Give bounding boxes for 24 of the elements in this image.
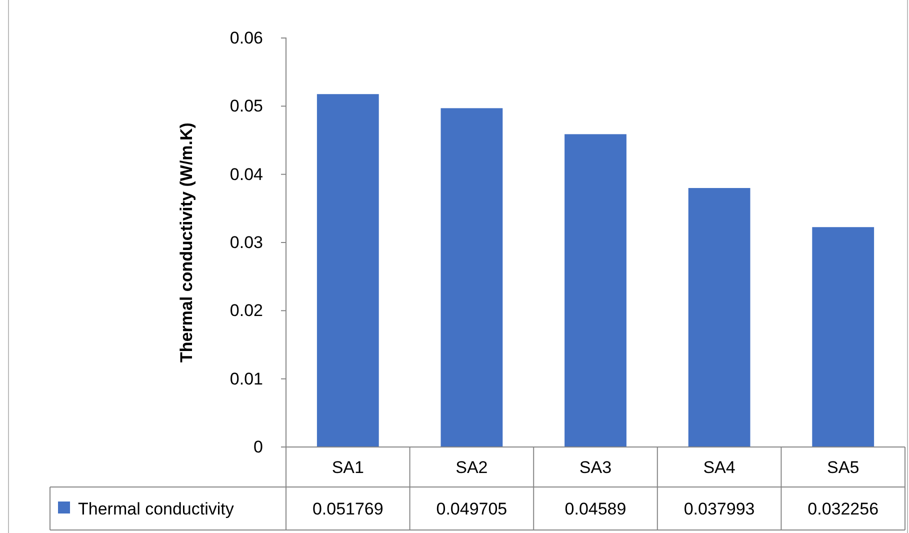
x-tick-label: SA3 <box>579 458 612 477</box>
y-tick-label: 0.04 <box>230 164 263 184</box>
x-tick-label: SA1 <box>332 458 364 477</box>
y-axis-title: Thermal conductivity (W/m.K) <box>177 122 196 362</box>
x-tick-label: SA4 <box>703 458 736 477</box>
data-label: 0.051769 <box>312 500 384 518</box>
data-label: 0.049705 <box>436 500 508 518</box>
x-tick-label: SA2 <box>456 458 488 477</box>
legend-label: Thermal conductivity <box>78 500 234 518</box>
bar <box>688 188 750 447</box>
bar <box>440 108 503 447</box>
bar <box>812 227 874 447</box>
y-tick-label: 0.06 <box>230 28 263 48</box>
data-label: 0.032256 <box>808 500 879 518</box>
bar <box>564 134 626 447</box>
y-tick-label: 0.05 <box>230 96 263 116</box>
data-label: 0.04589 <box>564 500 626 518</box>
y-tick-label: 0.02 <box>230 301 263 320</box>
bar <box>316 94 379 447</box>
y-tick-label: 0.03 <box>230 232 263 252</box>
x-tick-label: SA5 <box>827 458 860 477</box>
y-tick-label: 0 <box>254 437 263 456</box>
y-tick-label: 0.01 <box>230 369 263 388</box>
data-label: 0.037993 <box>684 500 755 518</box>
